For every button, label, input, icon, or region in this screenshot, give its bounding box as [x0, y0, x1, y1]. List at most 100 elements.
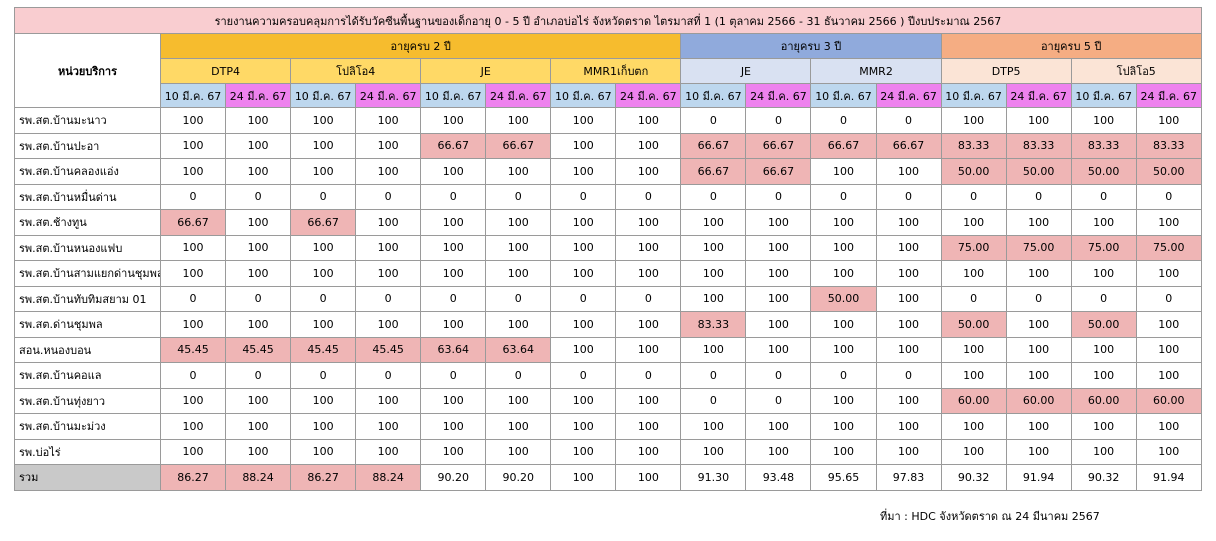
- coverage-value-cell: 100: [290, 107, 357, 134]
- coverage-value-cell: 100: [550, 260, 617, 287]
- coverage-value-cell: 100: [745, 234, 812, 261]
- coverage-value-cell: 88.24: [225, 464, 292, 491]
- vaccine-header: โปลิโอ5: [1070, 58, 1202, 84]
- coverage-value-cell: 100: [875, 387, 942, 414]
- coverage-value-cell: 100: [355, 387, 422, 414]
- coverage-value-cell: 0: [355, 362, 422, 389]
- coverage-value-cell: 100: [159, 158, 227, 185]
- source-note: ที่มา : HDC จังหวัดตราด ณ 24 มีนาคม 2567: [880, 510, 1100, 523]
- vaccine-row: DTP4 โปลิโอ4 JE MMR1เก็บตก JE MMR2 DTP5 โปลิโอ5: [15, 58, 1202, 84]
- vaccine-header: MMR1เก็บตก: [550, 58, 682, 84]
- coverage-value-cell: 100: [485, 158, 552, 185]
- date-header: 24 มี.ค. 67: [355, 83, 422, 108]
- coverage-value-cell: 100: [875, 209, 942, 236]
- coverage-value-cell: 100: [680, 234, 747, 261]
- coverage-value-cell: 83.33: [1070, 132, 1137, 159]
- coverage-value-cell: 100: [1070, 107, 1137, 134]
- coverage-value-cell: 100: [290, 260, 357, 287]
- coverage-value-cell: 100: [159, 387, 227, 414]
- coverage-value-cell: 0: [745, 183, 812, 210]
- coverage-value-cell: 100: [225, 234, 292, 261]
- coverage-value-cell: 100: [615, 260, 682, 287]
- unit-name-cell: รพ.สต.ช้างทูน: [14, 209, 161, 236]
- coverage-value-cell: 100: [550, 413, 617, 440]
- coverage-value-cell: 100: [810, 158, 877, 185]
- coverage-value-cell: 60.00: [940, 387, 1007, 414]
- table-row: รพ.สต.บ้านสามแยกด่านชุมพล 100 100 100 100 100…: [14, 260, 1202, 287]
- coverage-value-cell: 0: [485, 183, 552, 210]
- vaccine-header: JE: [420, 58, 552, 84]
- coverage-value-cell: 100: [680, 336, 747, 363]
- coverage-value-cell: 100: [745, 260, 812, 287]
- coverage-value-cell: 0: [225, 362, 292, 389]
- table-row: รพ.สต.บ้านทับทิมสยาม 01 0 0 0 0 0 0 0 0 100 100 50.…: [14, 285, 1202, 312]
- table-body: รพ.สต.บ้านมะนาว 100 100 100 100 100 100 100 100 0…: [14, 107, 1202, 491]
- date-header: 24 มี.ค. 67: [485, 83, 552, 108]
- age-group-row: หน่วยบริการ อายุครบ 2 ปี อายุครบ 3 ปี อายุ…: [14, 33, 1202, 108]
- unit-name-cell: รพ.สต.บ้านปะอา: [14, 132, 161, 159]
- coverage-value-cell: 95.65: [810, 464, 877, 491]
- coverage-value-cell: 100: [290, 413, 357, 440]
- coverage-value-cell: 0: [1135, 285, 1202, 312]
- coverage-value-cell: 100: [420, 107, 487, 134]
- coverage-value-cell: 100: [1135, 413, 1202, 440]
- coverage-value-cell: 0: [159, 285, 227, 312]
- coverage-value-cell: 100: [550, 107, 617, 134]
- coverage-value-cell: 100: [1135, 209, 1202, 236]
- coverage-value-cell: 100: [485, 107, 552, 134]
- coverage-value-cell: 100: [1070, 413, 1137, 440]
- coverage-value-cell: 75.00: [1135, 234, 1202, 261]
- coverage-value-cell: 66.67: [290, 209, 357, 236]
- coverage-value-cell: 50.00: [1070, 158, 1137, 185]
- coverage-value-cell: 100: [485, 438, 552, 465]
- coverage-value-cell: 100: [745, 311, 812, 338]
- coverage-value-cell: 0: [550, 285, 617, 312]
- coverage-value-cell: 0: [550, 362, 617, 389]
- coverage-value-cell: 93.48: [745, 464, 812, 491]
- table-row: รพ.สต.บ้านหมื่นด่าน 0 0 0 0 0 0 0 0 0 0 0 0 0 0 0 0: [14, 183, 1202, 210]
- coverage-value-cell: 0: [745, 387, 812, 414]
- table-row: รพ.สต.บ้านมะม่วง 100 100 100 100 100 100 100 100…: [14, 413, 1202, 440]
- coverage-value-cell: 100: [940, 438, 1007, 465]
- coverage-value-cell: 100: [420, 209, 487, 236]
- coverage-value-cell: 66.67: [745, 158, 812, 185]
- coverage-value-cell: 100: [810, 260, 877, 287]
- coverage-value-cell: 66.67: [875, 132, 942, 159]
- coverage-value-cell: 75.00: [940, 234, 1007, 261]
- coverage-value-cell: 100: [1005, 362, 1072, 389]
- coverage-value-cell: 100: [810, 209, 877, 236]
- coverage-value-cell: 45.45: [159, 336, 227, 363]
- coverage-value-cell: 100: [1135, 107, 1202, 134]
- coverage-value-cell: 100: [550, 132, 617, 159]
- coverage-value-cell: 100: [355, 260, 422, 287]
- coverage-value-cell: 100: [875, 438, 942, 465]
- coverage-value-cell: 100: [940, 362, 1007, 389]
- coverage-value-cell: 45.45: [225, 336, 292, 363]
- unit-name-cell: รพ.สต.บ้านทับทิมสยาม 01: [14, 285, 161, 312]
- coverage-value-cell: 100: [1135, 311, 1202, 338]
- coverage-value-cell: 100: [615, 438, 682, 465]
- date-header: 24 มี.ค. 67: [1135, 83, 1202, 108]
- coverage-value-cell: 100: [159, 132, 227, 159]
- coverage-value-cell: 90.32: [1070, 464, 1137, 491]
- unit-name-cell: สอน.หนองบอน: [14, 336, 161, 363]
- coverage-value-cell: 100: [875, 311, 942, 338]
- coverage-value-cell: 100: [1005, 107, 1072, 134]
- coverage-value-cell: 100: [1070, 260, 1137, 287]
- table-row: รพ.บ่อไร่ 100 100 100 100 100 100 100 100 100 100 1…: [14, 438, 1202, 465]
- coverage-value-cell: 88.24: [355, 464, 422, 491]
- coverage-value-cell: 100: [940, 107, 1007, 134]
- coverage-value-cell: 0: [810, 362, 877, 389]
- coverage-value-cell: 83.33: [680, 311, 747, 338]
- coverage-value-cell: 100: [615, 413, 682, 440]
- coverage-value-cell: 50.00: [810, 285, 877, 312]
- coverage-value-cell: 100: [1135, 438, 1202, 465]
- coverage-value-cell: 100: [485, 260, 552, 287]
- coverage-value-cell: 100: [420, 260, 487, 287]
- table-row: รพ.สต.บ้านคลองแอ่ง 100 100 100 100 100 100 100 1…: [14, 158, 1202, 185]
- coverage-value-cell: 100: [550, 464, 617, 491]
- coverage-value-cell: 0: [225, 285, 292, 312]
- coverage-value-cell: 0: [940, 183, 1007, 210]
- coverage-value-cell: 100: [1005, 260, 1072, 287]
- coverage-value-cell: 100: [159, 438, 227, 465]
